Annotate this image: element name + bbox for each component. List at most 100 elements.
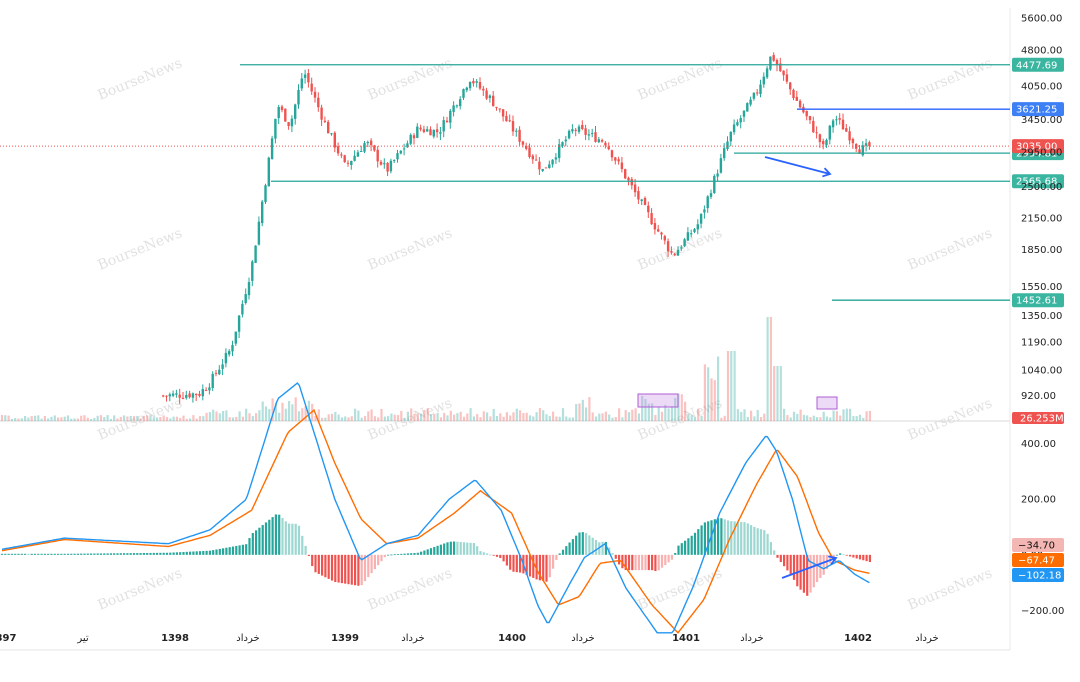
macd-histogram-bar xyxy=(149,552,152,555)
candle-body xyxy=(168,394,171,397)
macd-histogram-bar xyxy=(809,554,812,593)
macd-histogram-bar xyxy=(476,546,479,555)
candle-body xyxy=(376,149,379,162)
time-tick-label: 1401 xyxy=(672,633,700,644)
candle-body xyxy=(637,191,640,200)
volume-bar xyxy=(740,412,743,421)
macd-histogram-bar xyxy=(307,554,310,556)
volume-bar xyxy=(288,401,291,421)
macd-histogram-bar xyxy=(189,551,192,555)
volume-bar xyxy=(852,416,855,421)
candle-body xyxy=(729,131,732,142)
volume-bar xyxy=(456,413,459,421)
volume-bar xyxy=(660,411,664,421)
volume-bar xyxy=(373,416,376,421)
candle-body xyxy=(294,104,297,119)
volume-bar xyxy=(297,411,301,421)
volume-bar xyxy=(786,415,789,421)
candle-body xyxy=(274,118,277,139)
candle-body xyxy=(818,134,822,143)
price-tick-label: 2950.00 xyxy=(1021,148,1062,159)
macd-histogram-bar xyxy=(459,541,462,555)
volume-bar xyxy=(426,408,429,421)
candle-body xyxy=(822,141,825,145)
macd-histogram-bar xyxy=(792,554,796,580)
macd-histogram-bar xyxy=(849,554,852,557)
volume-bar xyxy=(212,409,215,421)
volume-bar xyxy=(241,416,244,421)
macd-histogram-bar xyxy=(264,522,268,555)
macd-histogram-bar xyxy=(14,553,17,555)
macd-histogram-bar xyxy=(433,546,436,555)
macd-tick-label: 400.00 xyxy=(1021,439,1056,450)
candle-body xyxy=(396,153,399,160)
candle-body xyxy=(445,120,449,123)
candle-body xyxy=(254,245,257,263)
macd-histogram-bar xyxy=(667,554,670,563)
candle-body xyxy=(541,168,544,171)
time-tick-label: خرداد xyxy=(571,633,594,644)
volume-bar xyxy=(354,408,357,421)
volume-bar xyxy=(759,417,763,421)
volume-bar xyxy=(819,417,822,421)
macd-histogram-bar xyxy=(360,554,363,586)
macd-histogram-bar xyxy=(538,554,541,581)
macd-histogram-bar xyxy=(27,553,30,555)
macd-histogram-bar xyxy=(373,554,376,570)
volume-bar xyxy=(73,418,76,421)
macd-histogram-bar xyxy=(839,553,842,555)
candle-body xyxy=(218,369,221,375)
candle-body xyxy=(670,251,673,253)
macd-line xyxy=(1,382,870,634)
candle-body xyxy=(795,96,798,101)
volume-bar xyxy=(522,413,525,421)
macd-histogram-bar xyxy=(420,551,423,555)
candle-body xyxy=(369,140,373,146)
volume-bar xyxy=(195,418,198,421)
macd-histogram-bar xyxy=(495,554,499,557)
candle-body xyxy=(185,395,188,398)
candle-body xyxy=(666,241,670,252)
macd-histogram-bar xyxy=(169,552,172,555)
level-tag-label: 2565.68 xyxy=(1016,177,1057,188)
volume-bar xyxy=(802,414,805,421)
level-tag xyxy=(1012,57,1064,72)
macd-histogram-bar xyxy=(403,553,406,555)
volume-tag xyxy=(1012,412,1064,424)
candle-body xyxy=(505,115,508,122)
volume-bar xyxy=(792,411,796,421)
volume-bar xyxy=(66,415,70,421)
macd-histogram-bar xyxy=(624,554,627,570)
macd-histogram-bar xyxy=(756,528,759,555)
macd-histogram-bar xyxy=(776,554,779,558)
candle-body xyxy=(564,139,567,142)
candle-body xyxy=(462,89,465,98)
macd-histogram-bar xyxy=(763,530,766,555)
macd-histogram-bar xyxy=(789,554,792,575)
macd-histogram-bar xyxy=(720,518,723,555)
volume-bar xyxy=(667,408,670,421)
macd-histogram-bar xyxy=(561,549,565,555)
volume-bar xyxy=(779,366,782,421)
volume-bar xyxy=(479,417,482,421)
macd-histogram-bar xyxy=(330,554,334,581)
level-tag-label: 4477.69 xyxy=(1016,60,1057,71)
volume-bar xyxy=(420,413,423,421)
macd-histogram-bar xyxy=(57,553,60,555)
volume-bar xyxy=(222,410,225,421)
time-tick-label: خرداد xyxy=(401,633,424,644)
candle-body xyxy=(696,224,699,230)
macd-histogram-bar xyxy=(53,553,56,555)
macd-histogram-bar xyxy=(740,521,743,555)
macd-histogram-bar xyxy=(614,554,617,559)
volume-bar xyxy=(93,417,96,421)
volume-bar xyxy=(736,409,739,421)
candle-body xyxy=(251,261,254,281)
candle-body xyxy=(310,83,313,92)
macd-histogram-bar xyxy=(456,541,459,555)
volume-bar xyxy=(769,317,772,421)
macd-histogram-bar xyxy=(47,553,50,555)
axis-layer: 4477.69 3621.25 2934.81 2565.68 1452.61 3035.… xyxy=(0,14,1064,645)
volume-bar xyxy=(156,417,159,421)
